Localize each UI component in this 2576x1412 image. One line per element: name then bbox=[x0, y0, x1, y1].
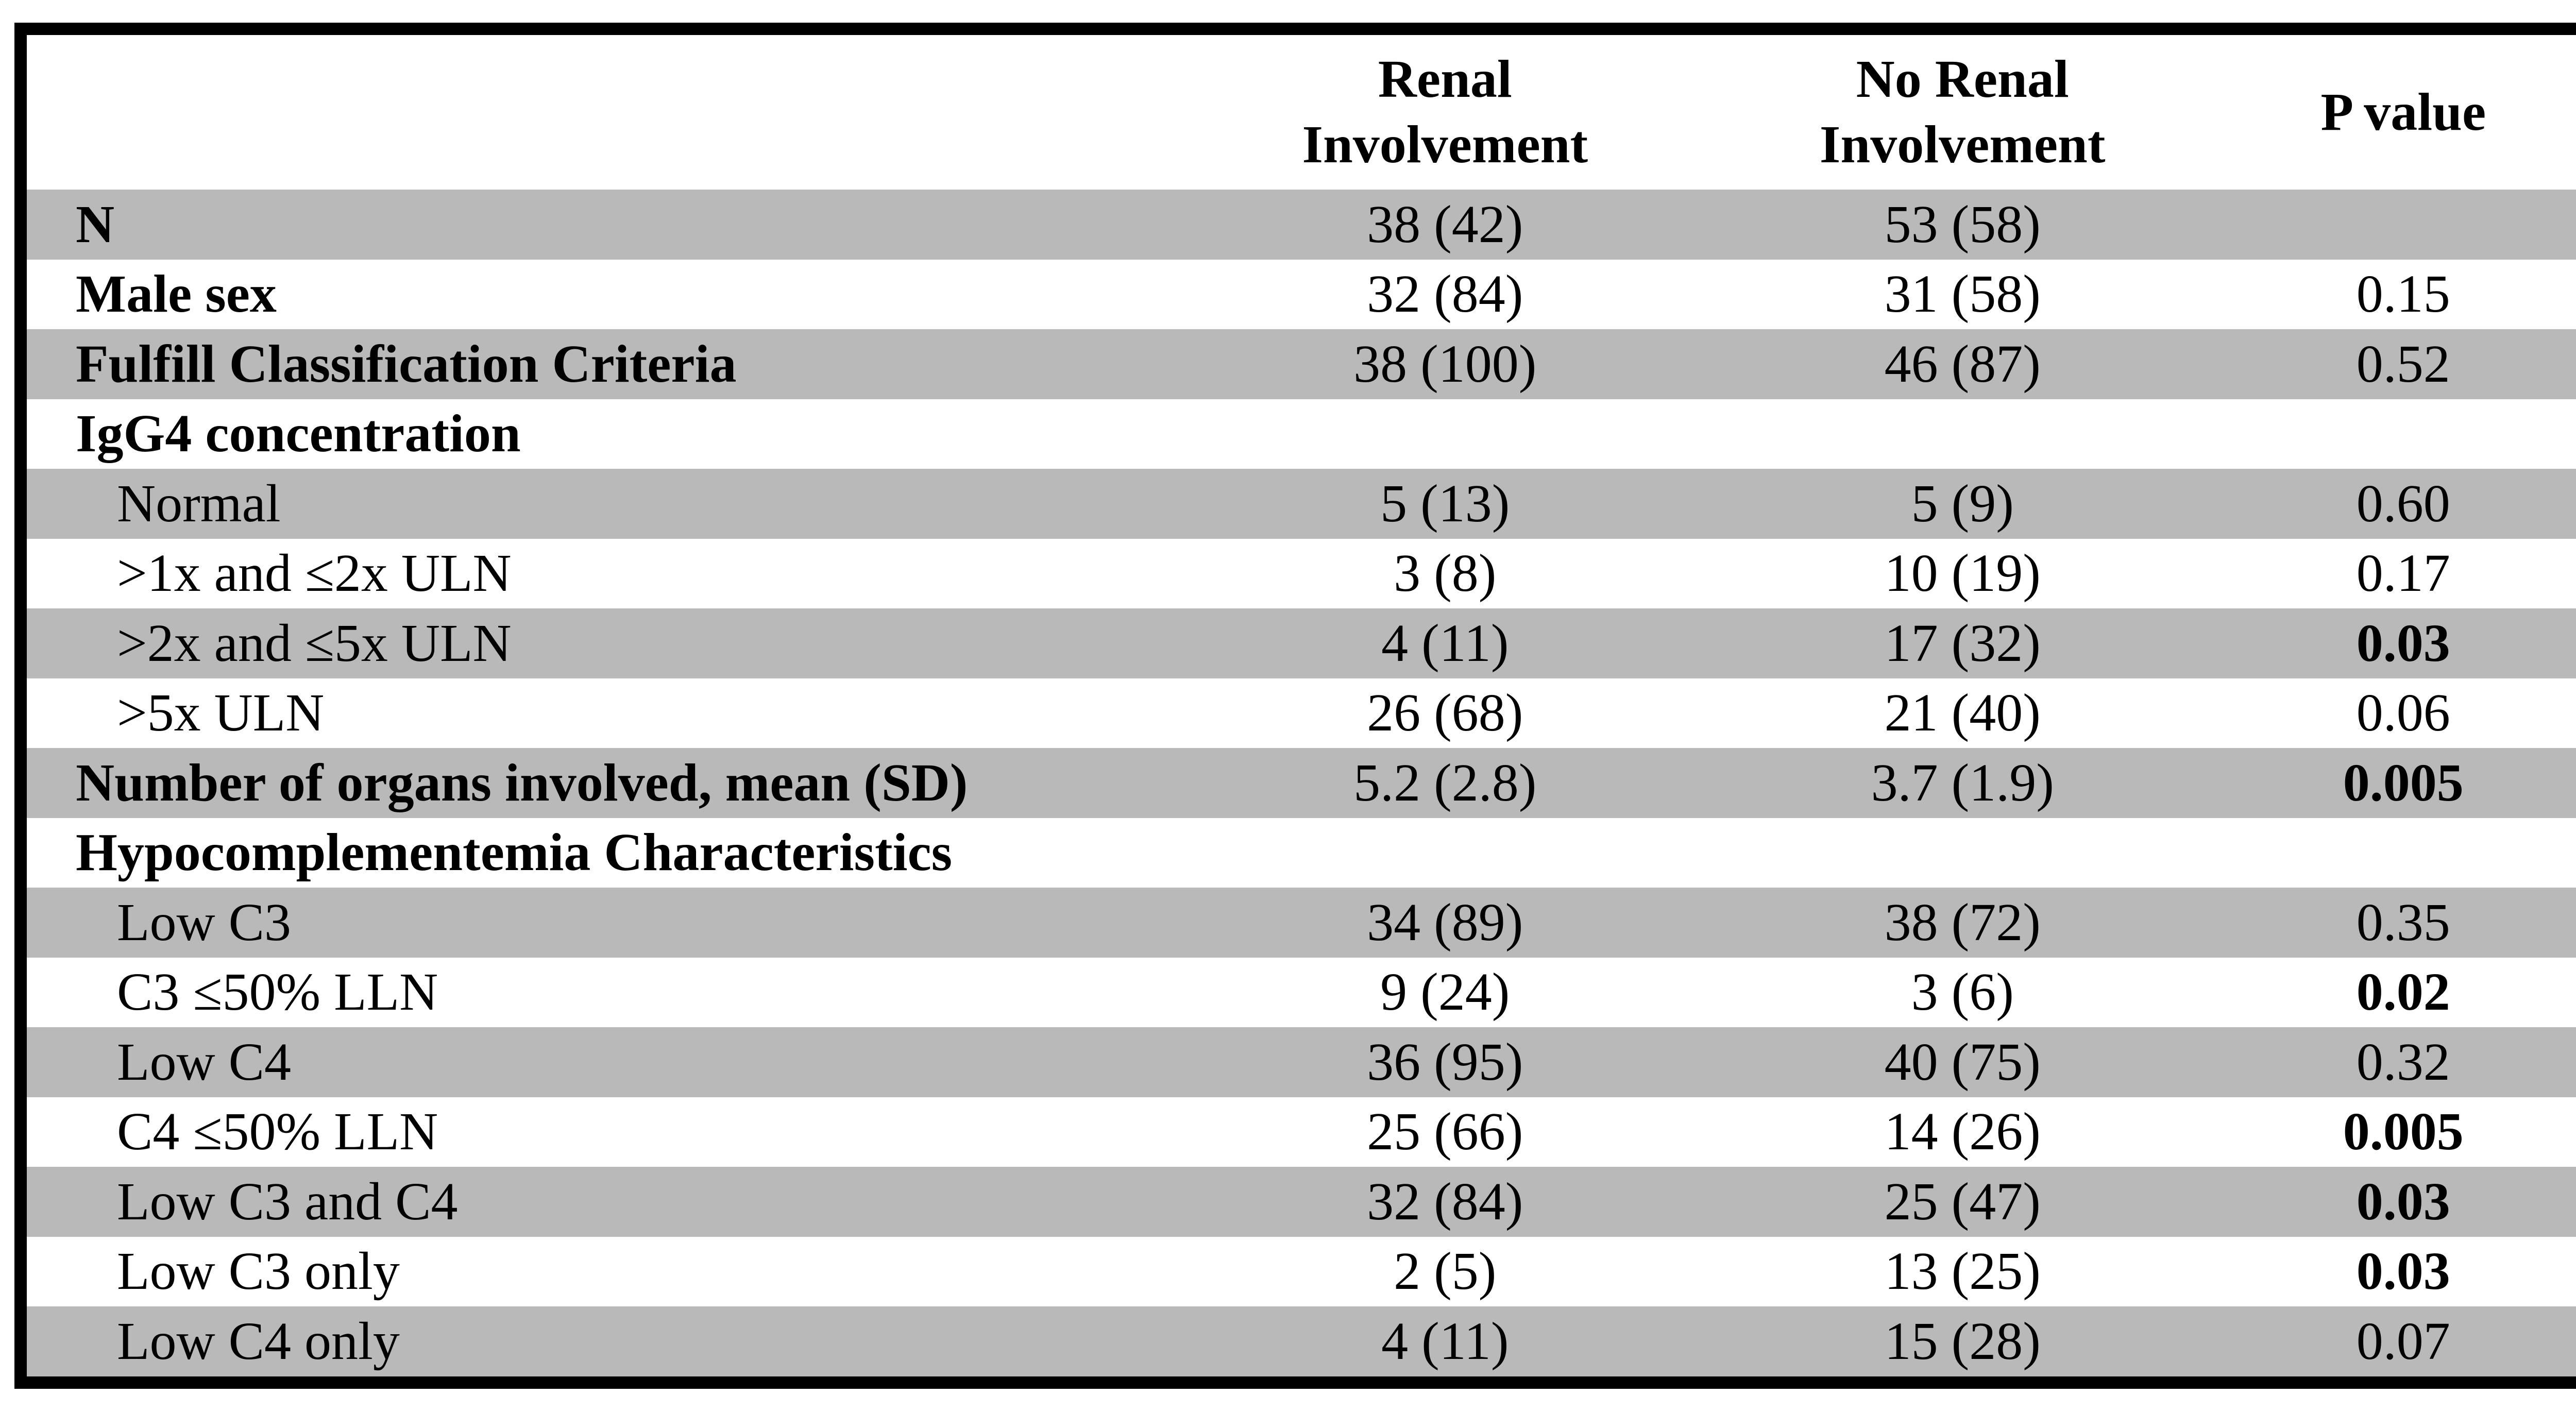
p-value: 0.17 bbox=[2356, 543, 2450, 603]
table-row: Low C3 only 2 (5) 13 (25) 0.03 bbox=[27, 1236, 2576, 1307]
p-value: 0.005 bbox=[2343, 753, 2464, 812]
row-label: C4 ≤50% LLN bbox=[117, 1102, 438, 1162]
no-renal-value: 40 (75) bbox=[1884, 1032, 2041, 1092]
row-label: Low C3 only bbox=[117, 1241, 400, 1301]
row-label: >1x and ≤2x ULN bbox=[117, 543, 512, 603]
p-value bbox=[2225, 399, 2576, 469]
comparison-table-frame: Renal Involvement No Renal Involvement P… bbox=[14, 23, 2576, 1389]
p-value: 0.03 bbox=[2356, 1171, 2450, 1231]
header-p-value: P value bbox=[2224, 35, 2576, 190]
table-row: C3 ≤50% LLN 9 (24) 3 (6) 0.02 bbox=[27, 957, 2576, 1028]
table-row: Low C3 34 (89) 38 (72) 0.35 bbox=[27, 888, 2576, 958]
row-label: Number of organs involved, mean (SD) bbox=[76, 753, 968, 812]
table-row: C4 ≤50% LLN 25 (66) 14 (26) 0.005 bbox=[27, 1097, 2576, 1167]
renal-value: 38 (100) bbox=[1353, 334, 1537, 394]
no-renal-value: 10 (19) bbox=[1884, 543, 2041, 603]
no-renal-value: 46 (87) bbox=[1884, 334, 2041, 394]
no-renal-value: 3 (6) bbox=[1911, 962, 2014, 1022]
renal-value: 36 (95) bbox=[1367, 1032, 1523, 1092]
renal-value: 2 (5) bbox=[1394, 1241, 1497, 1301]
p-value bbox=[2225, 818, 2576, 888]
table-row: >2x and ≤5x ULN 4 (11) 17 (32) 0.03 bbox=[27, 608, 2576, 678]
no-renal-value: 17 (32) bbox=[1884, 613, 2041, 673]
table-row: >1x and ≤2x ULN 3 (8) 10 (19) 0.17 bbox=[27, 538, 2576, 609]
renal-value: 26 (68) bbox=[1367, 683, 1523, 743]
row-label: >5x ULN bbox=[117, 683, 325, 743]
p-value: 0.005 bbox=[2343, 1102, 2464, 1162]
row-label: Male sex bbox=[76, 264, 277, 324]
p-value: 0.32 bbox=[2356, 1032, 2450, 1092]
table-row: >5x ULN 26 (68) 21 (40) 0.06 bbox=[27, 678, 2576, 748]
p-value: 0.52 bbox=[2356, 334, 2450, 394]
p-value bbox=[2225, 190, 2576, 260]
p-value: 0.07 bbox=[2356, 1312, 2450, 1371]
no-renal-value bbox=[1701, 818, 2225, 888]
no-renal-value: 53 (58) bbox=[1884, 194, 2041, 254]
row-label: Low C4 only bbox=[117, 1312, 400, 1371]
no-renal-value: 15 (28) bbox=[1884, 1312, 2041, 1371]
p-value: 0.03 bbox=[2356, 613, 2450, 673]
no-renal-value bbox=[1701, 399, 2225, 469]
header-row: Renal Involvement No Renal Involvement P… bbox=[27, 35, 2576, 190]
table-row: Low C4 36 (95) 40 (75) 0.32 bbox=[27, 1027, 2576, 1097]
renal-value: 5 (13) bbox=[1380, 473, 1510, 533]
renal-value: 25 (66) bbox=[1367, 1102, 1523, 1162]
table-row: Fulfill Classification Criteria 38 (100)… bbox=[27, 329, 2576, 399]
p-value: 0.03 bbox=[2356, 1241, 2450, 1301]
no-renal-value: 25 (47) bbox=[1884, 1171, 2041, 1231]
renal-value: 32 (84) bbox=[1367, 264, 1523, 324]
table-header: Renal Involvement No Renal Involvement P… bbox=[27, 35, 2576, 190]
table-row: Hypocomplementemia Characteristics bbox=[27, 818, 2576, 888]
no-renal-value: 13 (25) bbox=[1884, 1241, 2041, 1301]
no-renal-value: 21 (40) bbox=[1884, 683, 2041, 743]
renal-value: 3 (8) bbox=[1394, 543, 1497, 603]
table-row: Male sex 32 (84) 31 (58) 0.15 bbox=[27, 259, 2576, 330]
row-label: C3 ≤50% LLN bbox=[117, 962, 438, 1022]
renal-value bbox=[1190, 399, 1701, 469]
p-value: 0.06 bbox=[2356, 683, 2450, 743]
renal-value: 32 (84) bbox=[1367, 1171, 1523, 1231]
p-value: 0.02 bbox=[2356, 962, 2450, 1022]
row-label: Fulfill Classification Criteria bbox=[76, 334, 737, 394]
row-label: Low C3 and C4 bbox=[117, 1171, 458, 1231]
row-label: Normal bbox=[117, 473, 281, 533]
row-label: IgG4 concentration bbox=[76, 404, 521, 464]
p-value: 0.15 bbox=[2356, 264, 2450, 324]
renal-involvement-comparison-table: Renal Involvement No Renal Involvement P… bbox=[27, 35, 2576, 1376]
row-label: >2x and ≤5x ULN bbox=[117, 613, 512, 673]
row-label: Low C4 bbox=[117, 1032, 291, 1092]
table-row: IgG4 concentration bbox=[27, 399, 2576, 469]
table-row: N 38 (42) 53 (58) bbox=[27, 190, 2576, 260]
no-renal-value: 3.7 (1.9) bbox=[1871, 753, 2054, 812]
no-renal-value: 14 (26) bbox=[1884, 1102, 2041, 1162]
renal-value: 38 (42) bbox=[1367, 194, 1523, 254]
no-renal-value: 38 (72) bbox=[1884, 892, 2041, 952]
p-value: 0.60 bbox=[2356, 473, 2450, 533]
table-row: Low C4 only 4 (11) 15 (28) 0.07 bbox=[27, 1306, 2576, 1376]
no-renal-value: 31 (58) bbox=[1884, 264, 2041, 324]
table-body: N 38 (42) 53 (58) Male sex 32 (84) 31 (5… bbox=[27, 190, 2576, 1376]
table-row: Normal 5 (13) 5 (9) 0.60 bbox=[27, 469, 2576, 539]
renal-value: 34 (89) bbox=[1367, 892, 1523, 952]
row-label: Hypocomplementemia Characteristics bbox=[76, 823, 953, 882]
header-no-renal-involvement: No Renal Involvement bbox=[1700, 35, 2225, 190]
header-empty-cell bbox=[27, 35, 1190, 190]
p-value: 0.35 bbox=[2356, 892, 2450, 952]
row-label: Low C3 bbox=[117, 892, 291, 952]
header-renal-involvement: Renal Involvement bbox=[1189, 35, 1701, 190]
table-row: Number of organs involved, mean (SD) 5.2… bbox=[27, 748, 2576, 818]
renal-value bbox=[1190, 818, 1701, 888]
renal-value: 4 (11) bbox=[1381, 1312, 1509, 1371]
table-row: Low C3 and C4 32 (84) 25 (47) 0.03 bbox=[27, 1167, 2576, 1237]
no-renal-value: 5 (9) bbox=[1911, 473, 2014, 533]
renal-value: 9 (24) bbox=[1380, 962, 1510, 1022]
row-label: N bbox=[76, 194, 115, 254]
renal-value: 4 (11) bbox=[1381, 613, 1509, 673]
renal-value: 5.2 (2.8) bbox=[1353, 753, 1537, 812]
